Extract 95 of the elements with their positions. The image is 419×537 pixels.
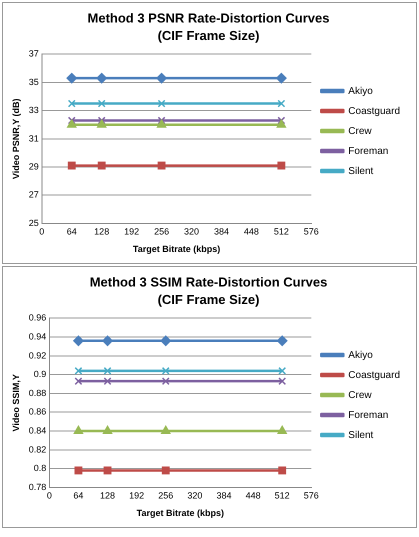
legend-label: Silent: [348, 166, 374, 177]
point: [156, 119, 166, 128]
x-axis-title: Target Bitrate (kbps): [132, 244, 220, 254]
point: [158, 116, 166, 124]
y-tick-label: 0.84: [28, 425, 46, 436]
y-tick-label: 0.88: [28, 388, 46, 398]
x-tick-label: 0: [39, 226, 44, 236]
x-tick-label: 192: [124, 226, 140, 236]
y-tick-label: 0.94: [28, 331, 46, 342]
x-tick-label: 256: [154, 226, 170, 236]
x-tick-label: 576: [304, 490, 319, 500]
point: [158, 100, 166, 108]
y-tick-label: 25: [28, 218, 39, 228]
point: [278, 377, 286, 386]
point: [97, 119, 106, 128]
legend-label: Silent: [348, 430, 374, 441]
point: [277, 100, 286, 108]
y-axis-title: Video PSNR,Y (dB): [10, 98, 21, 180]
point: [277, 162, 286, 170]
x-tick-label: 576: [304, 226, 319, 236]
y-tick-label: 0.86: [28, 406, 46, 417]
y-tick-label: 33: [28, 105, 39, 116]
point: [276, 72, 287, 84]
y-axis-title: Video SSIM,Y: [10, 374, 21, 432]
y-tick-label: 29: [28, 161, 39, 172]
x-axis-title: Target Bitrate (kbps): [136, 508, 224, 518]
x-tick-label: 256: [158, 490, 174, 500]
point: [278, 466, 286, 474]
y-tick-label: 0.96: [28, 312, 46, 323]
point: [74, 466, 82, 474]
y-tick-label: 37: [28, 48, 39, 59]
point: [96, 72, 107, 84]
point: [160, 336, 172, 346]
point: [276, 119, 286, 128]
y-tick-label: 27: [28, 190, 39, 200]
x-tick-label: 320: [184, 226, 200, 236]
point: [276, 336, 288, 346]
point: [98, 116, 106, 124]
chart-title: Method 3 SSIM Rate-Distortion Curves: [90, 274, 328, 290]
x-tick-label: 64: [66, 226, 77, 236]
y-tick-label: 35: [28, 76, 39, 87]
x-tick-label: 448: [244, 226, 259, 236]
point: [104, 377, 112, 386]
point: [104, 366, 112, 375]
point: [104, 466, 112, 474]
point: [277, 116, 286, 124]
point: [67, 119, 76, 128]
legend-label: Coastguard: [348, 106, 400, 117]
point: [74, 426, 84, 434]
point: [66, 72, 78, 84]
x-tick-label: 320: [187, 490, 202, 500]
legend-label: Coastguard: [348, 370, 400, 381]
chart-subtitle: (CIF Frame Size): [158, 292, 260, 307]
y-tick-label: 31: [28, 133, 39, 144]
x-tick-label: 384: [214, 226, 229, 236]
point: [102, 426, 112, 434]
point: [68, 116, 76, 124]
point: [162, 466, 170, 474]
point: [98, 162, 106, 170]
point: [162, 377, 170, 386]
point: [156, 72, 167, 84]
legend-label: Akiyo: [348, 350, 374, 361]
legend-label: Akiyo: [348, 86, 374, 97]
point: [278, 426, 287, 434]
point: [158, 162, 166, 170]
x-tick-label: 64: [73, 490, 84, 500]
x-tick-label: 0: [46, 490, 52, 500]
y-tick-label: 0.8: [34, 463, 46, 474]
point: [161, 426, 170, 434]
y-tick-label: 0.82: [28, 444, 46, 454]
x-tick-label: 128: [100, 490, 116, 500]
x-tick-label: 128: [94, 226, 110, 236]
point: [162, 366, 170, 375]
point: [98, 100, 106, 108]
y-tick-label: 0.9: [34, 369, 46, 380]
point: [102, 336, 113, 346]
y-tick-label: 0.78: [28, 482, 46, 492]
x-tick-label: 448: [246, 490, 261, 500]
x-tick-label: 192: [129, 490, 144, 500]
x-tick-label: 384: [216, 490, 232, 500]
x-tick-label: 512: [274, 490, 290, 500]
point: [68, 100, 76, 108]
point: [74, 377, 82, 386]
legend-label: Crew: [348, 390, 372, 401]
y-tick-label: 0.92: [28, 350, 46, 360]
chart-subtitle: (CIF Frame Size): [158, 28, 260, 43]
point: [74, 366, 82, 375]
legend-label: Foreman: [348, 146, 388, 157]
chart-title: Method 3 PSNR Rate-Distortion Curves: [88, 10, 330, 26]
legend-label: Foreman: [348, 410, 388, 421]
point: [278, 366, 286, 375]
point: [73, 336, 84, 346]
legend-label: Crew: [348, 126, 372, 137]
point: [68, 162, 76, 170]
x-tick-label: 512: [274, 226, 289, 236]
